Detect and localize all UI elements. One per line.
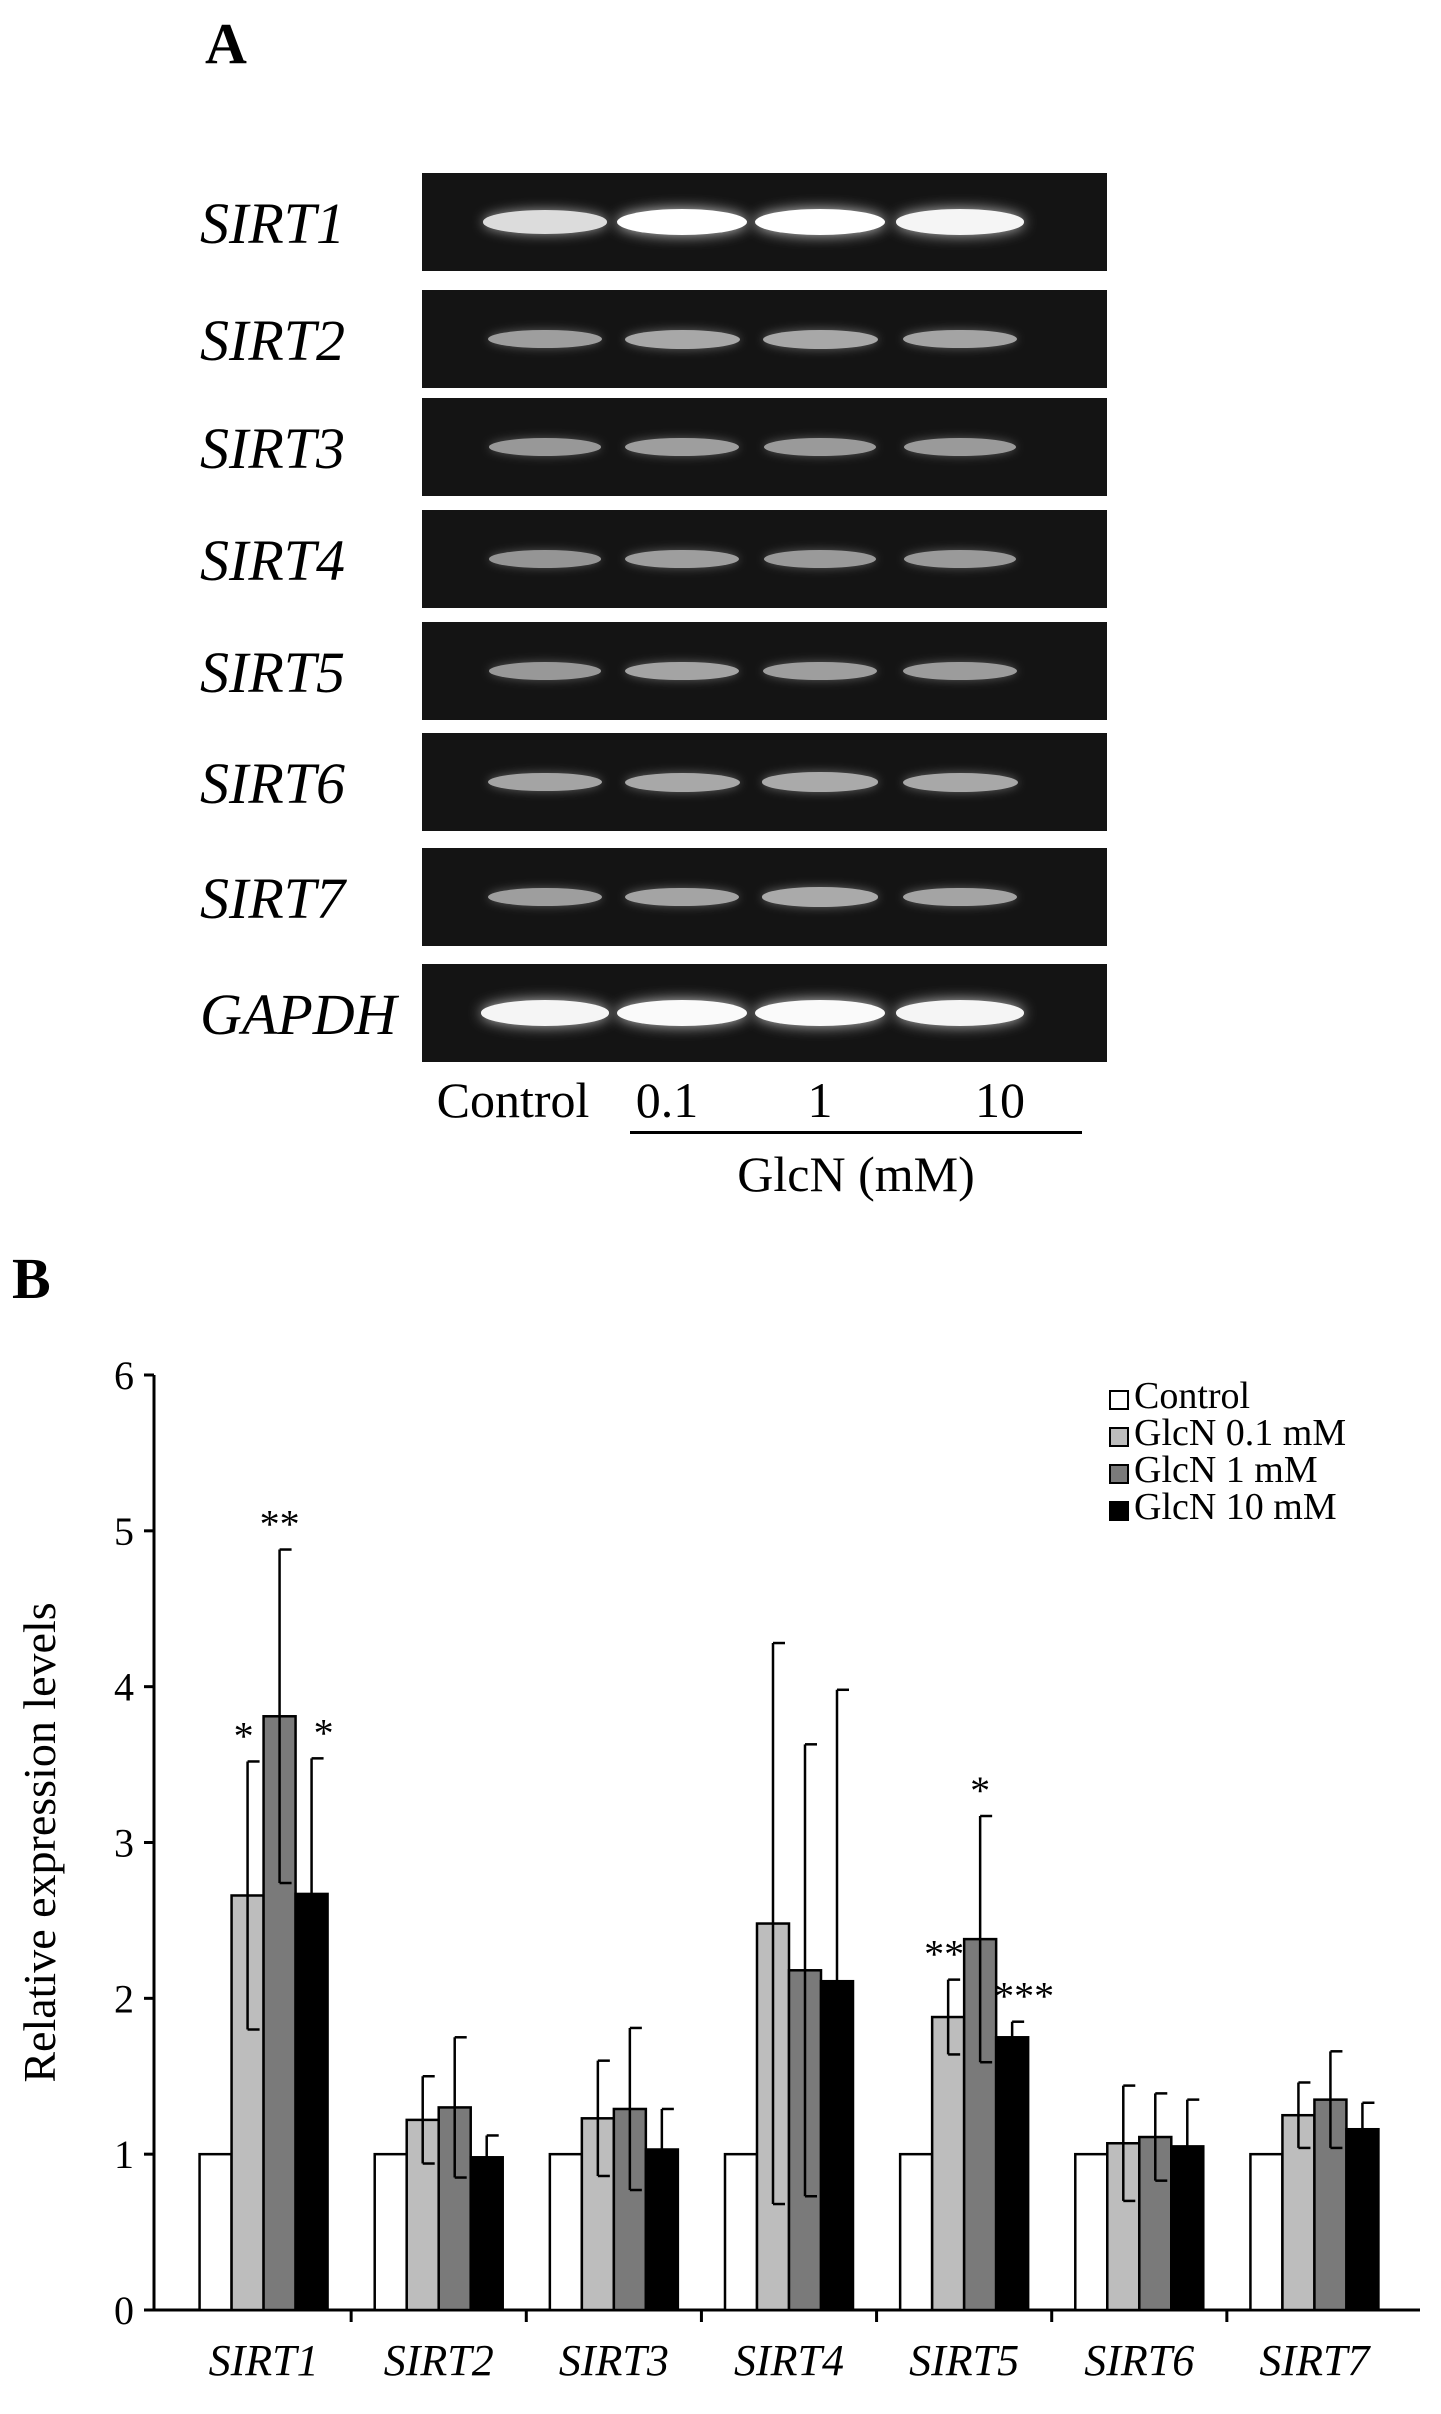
gel-band (903, 437, 1017, 456)
gel-strip-sirt4 (422, 510, 1107, 608)
significance-mark: ** (924, 1932, 964, 1977)
y-tick-label: 4 (114, 1665, 134, 1710)
gel-row-label-gapdh: GAPDH (200, 982, 397, 1047)
gel-band (763, 549, 877, 568)
significance-mark: ** (260, 1502, 300, 1547)
bar (1249, 2152, 1284, 2312)
gel-band (488, 887, 602, 907)
y-tick-label: 2 (114, 1976, 134, 2021)
x-tick-label: SIRT7 (1259, 2336, 1371, 2385)
gel-band (762, 329, 878, 349)
gel-band (755, 209, 885, 235)
gel-row-label-sirt4: SIRT4 (200, 528, 345, 593)
x-tick-label: SIRT4 (734, 2336, 844, 2385)
gel-band (762, 772, 878, 792)
gel-band (895, 1000, 1025, 1026)
bar (898, 2152, 934, 2312)
gel-band (895, 209, 1025, 235)
gel-band (762, 887, 878, 907)
x-tick-label: SIRT5 (909, 2336, 1019, 2385)
gel-band (624, 887, 740, 907)
gel-band (763, 661, 877, 681)
x-tick-label: SIRT6 (1084, 2336, 1194, 2385)
legend-swatch (1109, 1427, 1129, 1447)
gel-band (625, 437, 739, 457)
lane-label: 10 (975, 1072, 1025, 1128)
bar (469, 2156, 504, 2312)
y-tick-label: 6 (114, 1353, 134, 1398)
y-tick-label: 0 (114, 2288, 134, 2333)
x-tick-label: SIRT1 (209, 2336, 319, 2385)
y-tick-label: 5 (114, 1509, 134, 1554)
gel-band (489, 550, 601, 568)
legend-label: GlcN 1 mM (1134, 1449, 1318, 1491)
bar (373, 2152, 408, 2312)
gel-band (763, 437, 877, 456)
y-tick-label: 1 (114, 2132, 134, 2177)
gel-band (902, 772, 1018, 792)
x-tick-label: SIRT3 (559, 2336, 669, 2385)
bar (994, 2036, 1030, 2312)
gel-band (903, 549, 1017, 568)
gel-band (488, 438, 602, 456)
gel-band (480, 1000, 610, 1026)
gel-band (483, 210, 607, 234)
legend-swatch (1109, 1464, 1129, 1484)
gel-band (617, 1000, 747, 1026)
y-tick-label: 3 (114, 1821, 134, 1866)
legend-label: Control (1134, 1375, 1250, 1417)
gel-strip-sirt7 (422, 848, 1107, 946)
lane-label: Control (436, 1072, 590, 1128)
gel-row-label-sirt7: SIRT7 (200, 866, 345, 931)
y-axis-label: Relative expression levels (14, 1602, 65, 2082)
gel-band (617, 209, 747, 235)
gel-row-label-sirt6: SIRT6 (200, 751, 345, 816)
gel-band (624, 772, 740, 792)
bar (1074, 2152, 1109, 2312)
lane-label: 0.1 (635, 1072, 699, 1128)
gel-band (487, 772, 603, 792)
bar (548, 2152, 584, 2312)
gel-strip-sirt2 (422, 290, 1107, 388)
bar (723, 2152, 759, 2312)
significance-mark: *** (994, 1974, 1054, 2019)
gel-strip-sirt3 (422, 398, 1107, 496)
gel-row-label-sirt1: SIRT1 (200, 191, 345, 256)
gel-band (903, 661, 1017, 681)
panel-a-letter: A (205, 11, 247, 76)
gel-band (488, 662, 602, 680)
gel-band (902, 887, 1018, 907)
glcn-group-label: GlcN (mM) (737, 1146, 975, 1202)
gel-strip-sirt6 (422, 733, 1107, 831)
legend-swatch (1109, 1390, 1129, 1410)
bar (198, 2152, 233, 2312)
gel-strip-sirt1 (422, 173, 1107, 271)
glcn-bracket-line (630, 1131, 1082, 1134)
legend-label: GlcN 0.1 mM (1134, 1412, 1346, 1454)
gel-band (624, 661, 740, 681)
gel-band (488, 329, 602, 349)
legend-label: GlcN 10 mM (1134, 1486, 1337, 1528)
gel-band (755, 1000, 885, 1026)
significance-mark: * (234, 1713, 254, 1758)
panel-b-letter: B (12, 1246, 51, 1311)
gel-band (902, 329, 1018, 349)
legend-swatch (1109, 1501, 1129, 1521)
x-tick-label: SIRT2 (384, 2336, 494, 2385)
gel-row-label-sirt5: SIRT5 (200, 640, 345, 705)
gel-strip-gapdh (422, 964, 1107, 1062)
lane-label: 1 (807, 1072, 833, 1128)
gel-row-label-sirt3: SIRT3 (200, 416, 345, 481)
gel-band (625, 549, 739, 569)
gel-row-label-sirt2: SIRT2 (200, 308, 345, 373)
significance-mark: * (314, 1710, 334, 1755)
gel-band (624, 329, 740, 349)
bar (930, 2015, 966, 2312)
significance-mark: * (970, 1768, 990, 1813)
gel-strip-sirt5 (422, 622, 1107, 720)
